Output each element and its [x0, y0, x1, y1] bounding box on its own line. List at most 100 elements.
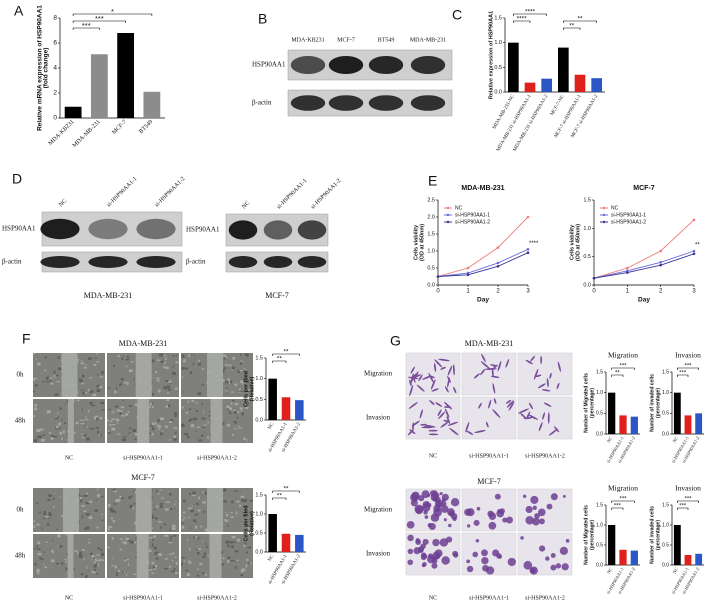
cell-texture: [34, 384, 38, 387]
cell-texture: [185, 570, 189, 572]
significance-label: ***: [684, 364, 692, 370]
cell-texture: [168, 404, 171, 408]
cell: [538, 518, 545, 525]
cell: [447, 365, 453, 376]
cell-texture: [225, 364, 230, 366]
cell-texture: [224, 518, 229, 522]
cell: [520, 413, 527, 420]
cell-texture: [92, 393, 97, 397]
cell-texture: [239, 407, 243, 410]
cell-texture: [100, 549, 104, 552]
cell-texture: [33, 377, 38, 380]
cell-texture: [159, 489, 162, 491]
cell-texture: [229, 364, 232, 367]
cell-texture: [37, 435, 41, 438]
x-tick-label: NC: [606, 436, 613, 444]
cell-texture: [50, 382, 54, 385]
cell: [506, 400, 514, 408]
cell-texture: [199, 562, 203, 566]
cell: [537, 508, 546, 517]
bar: [695, 553, 703, 565]
cell-texture: [86, 565, 88, 569]
cell-texture: [201, 384, 205, 386]
significance-bracket: [611, 500, 635, 503]
y-tick-label: 1.0: [662, 522, 669, 528]
cell-texture: [203, 424, 208, 426]
cell-texture: [152, 405, 154, 409]
cell-texture: [59, 431, 63, 435]
cell-texture: [169, 537, 172, 541]
cell-texture: [222, 354, 227, 357]
cell-texture: [95, 557, 97, 561]
cell-texture: [50, 435, 54, 439]
cell: [533, 368, 539, 380]
cell-texture: [34, 562, 37, 566]
cell-texture: [133, 502, 138, 505]
cell: [565, 539, 570, 543]
cell-texture: [192, 536, 196, 538]
cell: [407, 559, 414, 566]
lane-label: si-HSP90AA1-2: [310, 178, 342, 210]
cell: [419, 409, 423, 419]
blot-band: [410, 56, 446, 74]
cell-texture: [189, 561, 192, 565]
series-point: [436, 275, 440, 278]
cell-texture: [101, 552, 105, 556]
cell-texture: [153, 546, 157, 550]
cell-texture: [230, 402, 233, 405]
cell-texture: [152, 393, 154, 396]
cell-texture: [150, 424, 154, 427]
cell-texture: [189, 527, 191, 530]
cell-texture: [164, 366, 169, 369]
cell: [428, 429, 438, 432]
cell-texture: [175, 361, 179, 364]
cell-texture: [89, 390, 94, 393]
significance-bracket: [611, 374, 624, 377]
cell-texture: [61, 514, 65, 517]
cell-texture: [135, 537, 137, 540]
cell-texture: [231, 545, 234, 548]
cell-texture: [231, 369, 234, 371]
cell: [502, 517, 508, 523]
bar: [608, 525, 616, 565]
cell-texture: [185, 569, 187, 571]
cell-texture: [119, 538, 124, 540]
cell-texture: [173, 535, 177, 537]
cell-texture: [167, 392, 169, 394]
bar: [558, 47, 569, 92]
cell-texture: [120, 406, 125, 409]
cell-texture: [190, 371, 193, 375]
cell: [428, 372, 434, 383]
cell-texture: [149, 536, 153, 539]
cell-texture: [202, 555, 206, 558]
cell-texture: [112, 410, 115, 414]
cell-texture: [192, 494, 196, 497]
cell-texture: [173, 427, 178, 430]
cell-texture: [226, 513, 229, 517]
cell-texture: [99, 417, 103, 420]
cell-texture: [36, 549, 40, 552]
cell-texture: [97, 563, 99, 567]
cell-texture: [112, 520, 116, 523]
significance-label: **: [283, 349, 289, 356]
cell-texture: [231, 433, 234, 436]
cell-texture: [227, 378, 230, 381]
significance-label: ***: [619, 364, 627, 370]
cell-texture: [189, 547, 191, 551]
cell-texture: [226, 524, 229, 527]
cell-texture: [99, 385, 103, 388]
cell-texture: [241, 568, 246, 572]
cell-texture: [188, 507, 192, 510]
cell-texture: [245, 380, 250, 383]
cell: [435, 501, 442, 508]
cell-texture: [34, 404, 37, 407]
y-axis-label: (percentage): [589, 520, 595, 550]
cell-texture: [132, 506, 134, 510]
significance-bracket: [677, 507, 689, 510]
y-axis-label: Number of Migrated cells: [583, 373, 589, 433]
cell-texture: [74, 550, 78, 553]
cell-texture: [132, 541, 137, 544]
significance-label: ***: [614, 504, 622, 510]
cell: [431, 388, 439, 392]
cell-texture: [172, 371, 176, 375]
